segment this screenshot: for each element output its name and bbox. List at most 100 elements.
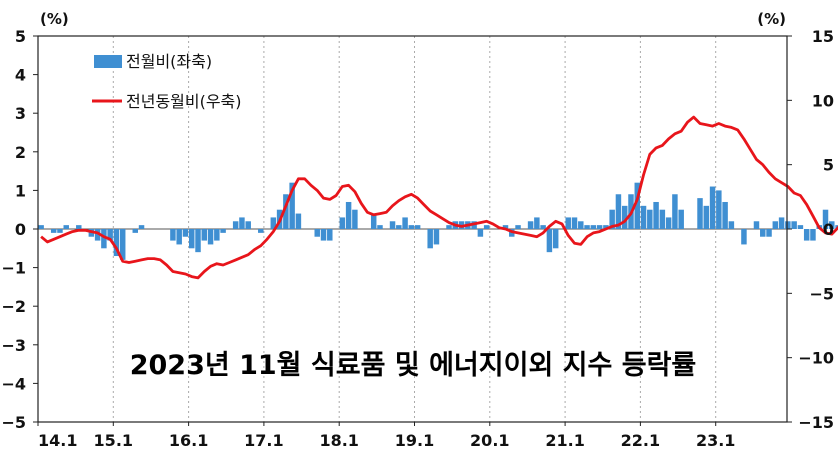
line-series [40, 115, 838, 280]
right-tick-label: −5 [809, 284, 834, 303]
bar-mark [170, 229, 176, 241]
bar-mark [189, 229, 195, 249]
bar-mark [803, 229, 810, 241]
x-tick-label: 19.1 [395, 431, 434, 450]
bar-mark [760, 229, 766, 237]
bar-mark [603, 225, 609, 229]
bar-mark [214, 229, 220, 241]
line-mark [40, 115, 838, 280]
left-tick-label: −1 [1, 259, 26, 278]
bar-mark [195, 229, 201, 253]
right-tick-label: −15 [798, 413, 834, 432]
bar-mark [709, 186, 716, 229]
bar-mark [791, 221, 797, 229]
bar-mark [728, 221, 735, 229]
bar-mark [377, 225, 383, 229]
bar-mark [232, 221, 239, 229]
bar-mark [634, 182, 640, 229]
bar-mark [352, 209, 358, 229]
bar-mark [314, 229, 320, 237]
bar-mark [50, 229, 57, 233]
legend-line-label: 전년동월비(우축) [126, 92, 242, 111]
left-tick-label: 4 [15, 66, 26, 85]
bar-mark [295, 213, 302, 229]
left-tick-label: −5 [1, 413, 26, 432]
bar-mark [647, 209, 653, 229]
bar-mark [797, 225, 804, 229]
bar-mark [835, 225, 838, 229]
left-tick-label: 0 [15, 220, 26, 239]
bar-mark [829, 221, 835, 229]
bar-mark [446, 225, 452, 229]
bar-mark [778, 217, 785, 229]
bar-mark [138, 225, 145, 229]
bar-mark [621, 205, 628, 229]
bar-mark [659, 209, 666, 229]
bar-mark [270, 217, 277, 229]
x-tick-label: 16.1 [169, 431, 208, 450]
bar-mark [258, 229, 264, 233]
bar-mark [741, 229, 747, 245]
x-tick-label: 21.1 [545, 431, 584, 450]
bar-mark [408, 225, 415, 229]
x-tick-label: 17.1 [244, 431, 283, 450]
bar-mark [389, 221, 396, 229]
x-axis-ticks: 14.1 15.1 16.1 17.1 18.1 19.1 20.1 21.1 22.1 23.1 [37, 422, 735, 450]
bar-mark [207, 229, 214, 245]
bar-mark [113, 229, 120, 257]
right-tick-label: 5 [823, 156, 834, 175]
x-tick-label: 23.1 [696, 431, 735, 450]
bar-mark [584, 225, 590, 229]
x-tick-label: 22.1 [621, 431, 660, 450]
bar-mark [716, 190, 722, 229]
bar-mark [640, 205, 647, 229]
bar-mark [427, 229, 433, 249]
bar-mark [289, 182, 295, 229]
left-tick-label: −2 [1, 297, 26, 316]
x-tick-label: 14.1 [38, 431, 77, 450]
bar-mark [396, 225, 402, 229]
left-tick-label: −3 [1, 336, 26, 355]
left-tick-label: 5 [15, 27, 26, 46]
chart-title: 2023년 11월 식료품 및 에너지이외 지수 등락률 [130, 350, 697, 381]
bar-mark [534, 217, 540, 229]
bar-mark [565, 217, 571, 229]
bar-mark [785, 221, 791, 229]
bar-mark [546, 229, 553, 253]
bar-mark [810, 229, 816, 241]
bar-mark [672, 194, 678, 229]
x-tick-label: 15.1 [94, 431, 133, 450]
bar-mark [502, 225, 509, 229]
bar-mark [722, 201, 728, 229]
legend-bar-swatch [94, 55, 122, 68]
bar-mark [822, 209, 829, 229]
bar-mark [615, 194, 622, 229]
bar-mark [119, 229, 126, 260]
bar-mark [665, 217, 672, 229]
bar-mark [697, 198, 703, 229]
bar-mark [402, 217, 408, 229]
bar-mark [477, 229, 484, 237]
bar-series [38, 182, 838, 260]
bar-mark [414, 225, 421, 229]
bar-mark [182, 229, 189, 237]
bar-mark [245, 221, 251, 229]
bar-mark [766, 229, 772, 237]
bar-mark [76, 225, 82, 229]
bar-mark [609, 209, 615, 229]
bar-mark [327, 229, 333, 241]
bar-mark [571, 217, 578, 229]
bar-mark [753, 221, 760, 229]
bar-mark [590, 225, 597, 229]
left-tick-label: 2 [15, 143, 26, 162]
bar-mark [38, 225, 44, 229]
bar-mark [578, 221, 584, 229]
right-tick-label: −10 [798, 349, 834, 368]
bar-mark [176, 229, 182, 245]
bar-mark [703, 205, 710, 229]
legend-bar-label: 전월비(좌축) [126, 52, 212, 71]
right-axis-ticks: 15 10 5 0 −5 −10 −15 [787, 27, 834, 432]
bar-mark [370, 213, 377, 229]
right-tick-label: 10 [812, 91, 834, 110]
